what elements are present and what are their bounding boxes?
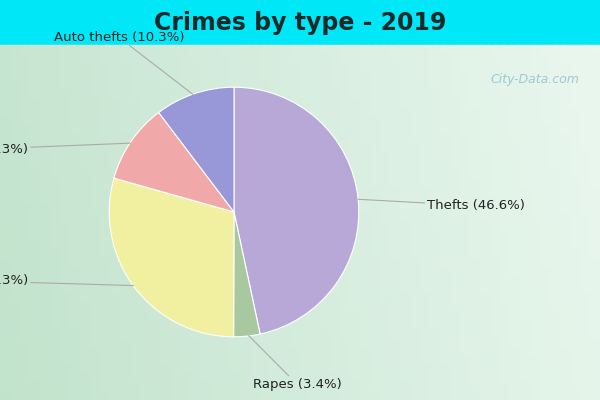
Bar: [465, 45, 473, 400]
Text: Auto thefts (10.3%): Auto thefts (10.3%): [53, 31, 193, 94]
Text: Crimes by type - 2019: Crimes by type - 2019: [154, 11, 446, 35]
Wedge shape: [114, 112, 234, 212]
Bar: [315, 45, 323, 400]
Bar: [383, 45, 391, 400]
Bar: [97, 45, 106, 400]
Bar: [30, 45, 38, 400]
Wedge shape: [233, 212, 260, 337]
Bar: [473, 45, 481, 400]
Bar: [435, 45, 443, 400]
Bar: [495, 45, 503, 400]
Bar: [218, 45, 226, 400]
Bar: [540, 45, 548, 400]
Bar: [37, 45, 46, 400]
Bar: [308, 45, 316, 400]
Bar: [458, 45, 466, 400]
Bar: [330, 45, 338, 400]
Bar: [203, 45, 211, 400]
Bar: [128, 45, 136, 400]
Bar: [90, 45, 98, 400]
Bar: [255, 45, 263, 400]
Bar: [15, 45, 23, 400]
Bar: [420, 45, 428, 400]
Bar: [533, 45, 541, 400]
Bar: [510, 45, 518, 400]
Bar: [113, 45, 121, 400]
Bar: [225, 45, 233, 400]
Bar: [75, 45, 83, 400]
Bar: [563, 45, 571, 400]
Bar: [585, 45, 593, 400]
Bar: [0, 0, 600, 45]
Bar: [487, 45, 496, 400]
Bar: [577, 45, 586, 400]
Bar: [157, 45, 166, 400]
Bar: [60, 45, 68, 400]
Bar: [0, 45, 8, 400]
Bar: [480, 45, 488, 400]
Bar: [150, 45, 158, 400]
Bar: [405, 45, 413, 400]
Bar: [7, 45, 16, 400]
Bar: [187, 45, 196, 400]
Bar: [413, 45, 421, 400]
Text: Rapes (3.4%): Rapes (3.4%): [248, 336, 341, 391]
Bar: [180, 45, 188, 400]
Bar: [53, 45, 61, 400]
Bar: [120, 45, 128, 400]
Bar: [525, 45, 533, 400]
Bar: [67, 45, 76, 400]
Bar: [270, 45, 278, 400]
Wedge shape: [109, 178, 234, 337]
Bar: [285, 45, 293, 400]
Text: Assaults (10.3%): Assaults (10.3%): [0, 143, 130, 156]
Bar: [263, 45, 271, 400]
Bar: [353, 45, 361, 400]
Bar: [23, 45, 31, 400]
Bar: [443, 45, 451, 400]
Bar: [248, 45, 256, 400]
Bar: [233, 45, 241, 400]
Bar: [45, 45, 53, 400]
Bar: [503, 45, 511, 400]
Bar: [548, 45, 556, 400]
Bar: [390, 45, 398, 400]
Bar: [83, 45, 91, 400]
Bar: [293, 45, 301, 400]
Bar: [300, 45, 308, 400]
Bar: [398, 45, 406, 400]
Bar: [555, 45, 563, 400]
Bar: [173, 45, 181, 400]
Bar: [277, 45, 286, 400]
Bar: [450, 45, 458, 400]
Text: Burglaries (29.3%): Burglaries (29.3%): [0, 274, 134, 287]
Bar: [593, 45, 600, 400]
Bar: [105, 45, 113, 400]
Bar: [143, 45, 151, 400]
Bar: [240, 45, 248, 400]
Text: City-Data.com: City-Data.com: [490, 74, 579, 86]
Bar: [195, 45, 203, 400]
Bar: [427, 45, 436, 400]
Bar: [337, 45, 346, 400]
Bar: [517, 45, 526, 400]
Bar: [165, 45, 173, 400]
Bar: [375, 45, 383, 400]
Bar: [570, 45, 578, 400]
Wedge shape: [234, 87, 359, 334]
Bar: [210, 45, 218, 400]
Bar: [360, 45, 368, 400]
Bar: [135, 45, 143, 400]
Bar: [367, 45, 376, 400]
Wedge shape: [158, 87, 234, 212]
Bar: [323, 45, 331, 400]
Bar: [345, 45, 353, 400]
Text: Thefts (46.6%): Thefts (46.6%): [358, 199, 526, 212]
